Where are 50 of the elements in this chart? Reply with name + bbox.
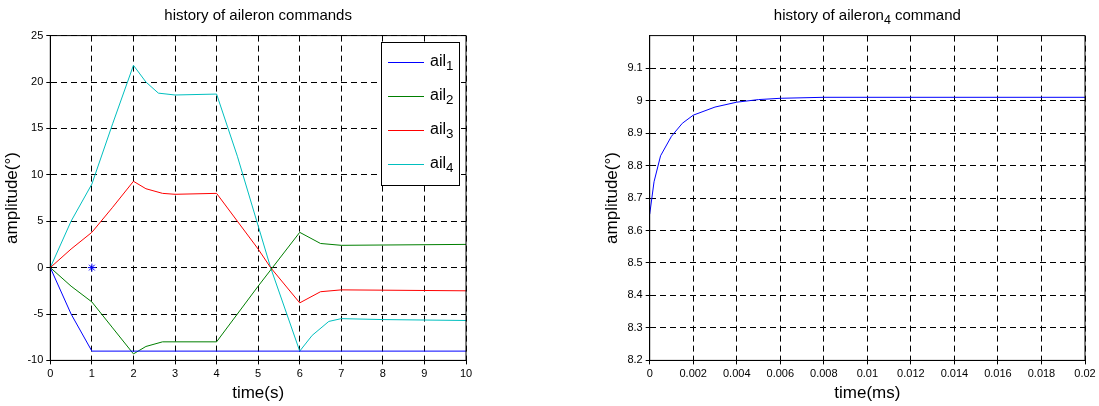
x-tick-label: 7 (338, 367, 345, 380)
x-tick-label: 3 (171, 367, 179, 380)
x-tick-label: 0.004 (722, 367, 751, 380)
x-tick-label: 0.008 (810, 367, 838, 380)
y-axis-title: amplitude(°) (1, 152, 21, 244)
x-tick-label: 0.006 (766, 367, 795, 380)
y-tick-label: 8.7 (627, 191, 643, 204)
y-tick-label: 20 (31, 75, 44, 88)
x-tick-label: 9 (421, 367, 428, 380)
legend-label: ail$_{1}$ (430, 52, 454, 74)
y-tick-label: 9.1 (627, 61, 643, 74)
y-tick-label: 8.6 (627, 223, 643, 236)
x-tick-label: 4 (213, 367, 220, 380)
y-tick-label: 5 (37, 214, 44, 227)
y-tick-label: 25 (31, 28, 44, 41)
y-tick-label: 9 (636, 93, 643, 106)
y-tick-label: 8.4 (627, 288, 643, 301)
legend-label: ail$_{4}$ (430, 154, 454, 176)
y-tick-label: -5 (33, 307, 44, 320)
y-tick-label: -10 (27, 353, 44, 366)
x-tick-label: 10 (459, 367, 473, 380)
chart-title: history of aileron commands (164, 6, 352, 23)
x-tick-label: 0 (47, 367, 54, 380)
x-tick-label: 0.016 (984, 367, 1012, 380)
y-tick-label: 8.9 (627, 126, 643, 139)
y-tick-label: 8.5 (627, 255, 643, 268)
x-tick-label: 2 (130, 367, 137, 380)
x-axis-title: time(s) (232, 383, 285, 403)
y-tick-label: 15 (31, 121, 44, 134)
y-tick-label: 0 (37, 260, 44, 273)
y-tick-label: 8.2 (627, 353, 643, 366)
y-tick-label: 10 (31, 167, 44, 180)
x-tick-label: 5 (255, 367, 262, 380)
y-tick-label: 8.8 (627, 158, 643, 171)
x-tick-label: 0.012 (897, 367, 925, 380)
x-tick-label: 0 (646, 367, 653, 380)
x-tick-label: 0.01 (856, 367, 879, 380)
x-tick-label: 0.014 (940, 367, 969, 380)
chart-title: history of aileron$_{4}$ command (773, 6, 961, 27)
legend-label: ail$_{2}$ (430, 86, 454, 108)
x-tick-label: 0.018 (1027, 367, 1056, 380)
x-tick-label: 1 (88, 367, 95, 380)
y-tick-label: 8.3 (627, 320, 643, 333)
legend-label: ail$_{3}$ (430, 120, 454, 142)
x-tick-label: 8 (379, 367, 386, 380)
x-tick-label: 0.002 (679, 367, 707, 380)
x-axis-title: time(ms) (834, 383, 901, 403)
x-tick-label: 0.02 (1074, 367, 1096, 380)
y-axis-title: amplitude(°) (601, 152, 621, 244)
x-tick-label: 6 (296, 367, 303, 380)
